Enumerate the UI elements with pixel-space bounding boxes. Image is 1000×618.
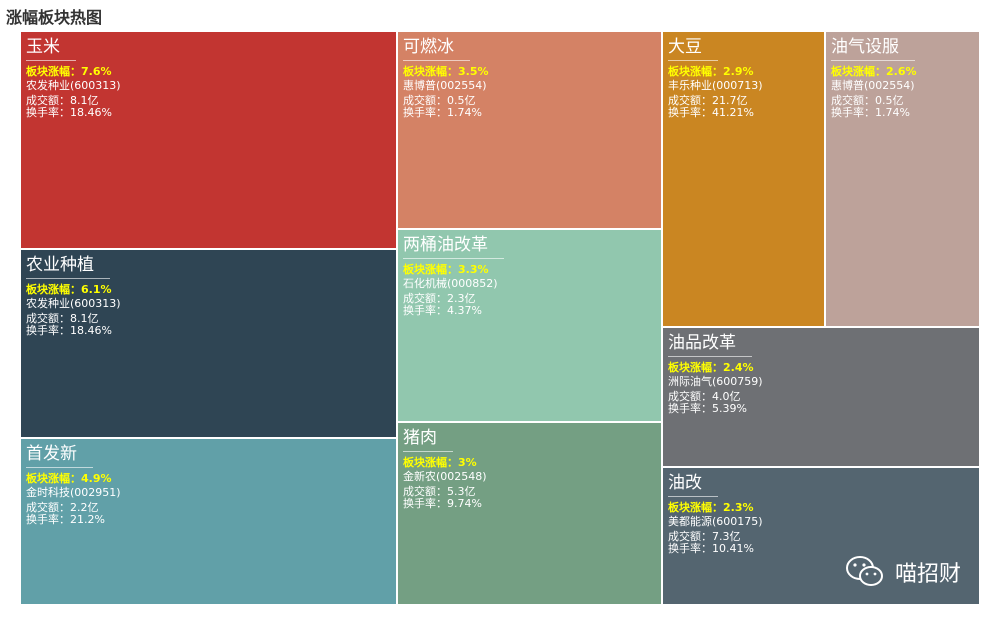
- sector-gain: 板块涨幅：6.1%: [26, 283, 112, 296]
- sector-gain: 板块涨幅：2.9%: [668, 65, 754, 78]
- sector-turnover: 换手率：10.41%: [668, 542, 754, 555]
- sector-name: 可燃冰: [403, 37, 470, 61]
- sector-amount: 成交额：0.5亿: [403, 94, 476, 107]
- sector-stock: 美都能源(600175): [668, 515, 763, 528]
- sector-name: 农业种植: [26, 255, 110, 279]
- sector-amount: 成交额：2.3亿: [403, 292, 476, 305]
- treemap-tile[interactable]: 可燃冰板块涨幅：3.5% 惠博普(002554) 成交额：0.5亿 换手率：1.74%: [397, 31, 662, 229]
- sector-stock: 金时科技(002951): [26, 486, 121, 499]
- treemap-tile[interactable]: 首发新板块涨幅：4.9% 金时科技(002951) 成交额：2.2亿 换手率：21.2…: [20, 438, 397, 605]
- sector-gain: 板块涨幅：2.3%: [668, 501, 754, 514]
- sector-amount: 成交额：0.5亿: [831, 94, 904, 107]
- treemap-tile[interactable]: 大豆板块涨幅：2.9% 丰乐种业(000713) 成交额：21.7亿 换手率：41.2…: [662, 31, 825, 327]
- watermark: 喵招财: [845, 555, 961, 589]
- sector-amount: 成交额：8.1亿: [26, 94, 99, 107]
- sector-name: 猪肉: [403, 428, 453, 452]
- sector-turnover: 换手率：9.74%: [403, 497, 482, 510]
- sector-turnover: 换手率：5.39%: [668, 402, 747, 415]
- sector-gain: 板块涨幅：2.6%: [831, 65, 917, 78]
- sector-stock: 洲际油气(600759): [668, 375, 763, 388]
- sector-amount: 成交额：5.3亿: [403, 485, 476, 498]
- sector-name: 油改: [668, 473, 718, 497]
- sector-amount: 成交额：21.7亿: [668, 94, 748, 107]
- sector-name: 玉米: [26, 37, 76, 61]
- sector-gain: 板块涨幅：7.6%: [26, 65, 112, 78]
- sector-gain: 板块涨幅：3%: [403, 456, 477, 469]
- sector-amount: 成交额：7.3亿: [668, 530, 741, 543]
- sector-amount: 成交额：8.1亿: [26, 312, 99, 325]
- sector-name: 大豆: [668, 37, 718, 61]
- treemap-tile[interactable]: 农业种植板块涨幅：6.1% 农发种业(600313) 成交额：8.1亿 换手率：18.…: [20, 249, 397, 438]
- sector-turnover: 换手率：18.46%: [26, 106, 112, 119]
- sector-turnover: 换手率：1.74%: [403, 106, 482, 119]
- sector-turnover: 换手率：41.21%: [668, 106, 754, 119]
- sector-stock: 惠博普(002554): [403, 79, 487, 92]
- wechat-icon: [846, 556, 883, 586]
- treemap-tile[interactable]: 玉米板块涨幅：7.6% 农发种业(600313) 成交额：8.1亿 换手率：18.46…: [20, 31, 397, 249]
- sector-stock: 农发种业(600313): [26, 79, 121, 92]
- sector-turnover: 换手率：4.37%: [403, 304, 482, 317]
- sector-turnover: 换手率：18.46%: [26, 324, 112, 337]
- sector-gain: 板块涨幅：3.3%: [403, 263, 489, 276]
- sector-turnover: 换手率：1.74%: [831, 106, 910, 119]
- sector-stock: 丰乐种业(000713): [668, 79, 763, 92]
- sector-stock: 农发种业(600313): [26, 297, 121, 310]
- sector-gain: 板块涨幅：3.5%: [403, 65, 489, 78]
- sector-amount: 成交额：2.2亿: [26, 501, 99, 514]
- treemap-tile[interactable]: 油改板块涨幅：2.3% 美都能源(600175) 成交额：7.3亿 换手率：10.41…: [662, 467, 980, 605]
- sector-name: 首发新: [26, 444, 93, 468]
- chart-title: 涨幅板块热图: [6, 8, 103, 27]
- treemap-tile[interactable]: 猪肉板块涨幅：3% 金新农(002548) 成交额：5.3亿 换手率：9.74%: [397, 422, 662, 605]
- sector-name: 两桶油改革: [403, 235, 504, 259]
- sector-turnover: 换手率：21.2%: [26, 513, 105, 526]
- treemap-tile[interactable]: 油品改革板块涨幅：2.4% 洲际油气(600759) 成交额：4.0亿 换手率：5.3…: [662, 327, 980, 467]
- watermark-text: 喵招财: [895, 562, 962, 587]
- sector-name: 油品改革: [668, 333, 752, 357]
- sector-name: 油气设服: [831, 37, 915, 61]
- sector-stock: 石化机械(000852): [403, 277, 498, 290]
- sector-stock: 金新农(002548): [403, 470, 487, 483]
- sector-amount: 成交额：4.0亿: [668, 390, 741, 403]
- treemap-tile[interactable]: 两桶油改革板块涨幅：3.3% 石化机械(000852) 成交额：2.3亿 换手率：4.…: [397, 229, 662, 422]
- sector-gain: 板块涨幅：4.9%: [26, 472, 112, 485]
- sector-stock: 惠博普(002554): [831, 79, 915, 92]
- treemap-tile[interactable]: 油气设服板块涨幅：2.6% 惠博普(002554) 成交额：0.5亿 换手率：1.74…: [825, 31, 980, 327]
- sector-gain: 板块涨幅：2.4%: [668, 361, 754, 374]
